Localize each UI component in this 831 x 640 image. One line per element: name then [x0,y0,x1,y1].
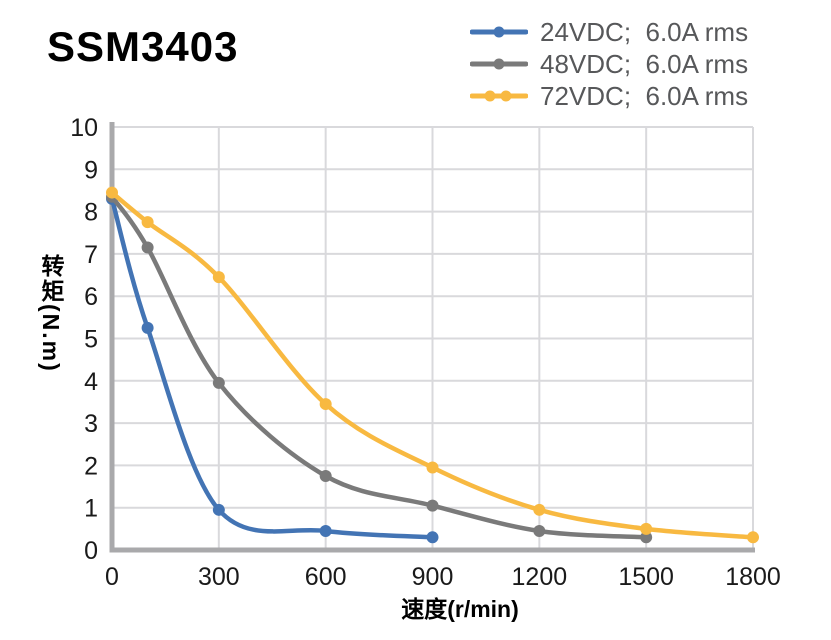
legend-item-48vdc: 48VDC; 6.0A rms [470,48,748,80]
legend-label-72vdc: 72VDC; 6.0A rms [540,80,749,111]
x-tick-label: 600 [305,563,347,591]
x-tick-label: 0 [105,563,119,591]
legend-item-72vdc: 72VDC; 6.0A rms [470,80,748,112]
data-point-marker [212,503,225,516]
legend-label-24vdc: 24VDC; 6.0A rms [540,16,749,47]
data-point-marker [319,398,332,411]
legend: 24VDC; 6.0A rms 48VDC; 6.0A rms 72VDC; 6… [470,16,748,112]
data-point-marker [141,321,154,334]
data-point-marker [106,186,118,199]
page-title: SSM3403 [47,23,239,70]
x-tick-label: 1200 [512,563,568,591]
y-tick-label: 6 [84,283,98,311]
y-tick-label: 4 [84,368,98,396]
x-tick-label: 1500 [618,563,674,591]
legend-label-48vdc: 48VDC; 6.0A rms [540,48,749,79]
data-point-marker [426,531,439,544]
legend-line-double-dot-icon [470,90,528,102]
y-tick-label: 1 [84,495,98,523]
data-point-marker [426,461,439,474]
y-tick-label: 5 [84,326,98,354]
legend-line-dot-icon [470,58,528,70]
y-tick-label: 10 [70,114,98,142]
data-point-marker [319,469,332,482]
legend-dot [500,90,512,102]
data-point-marker [141,241,154,254]
data-point-marker [533,503,546,516]
y-tick-label: 8 [84,199,98,227]
data-point-marker [426,499,439,512]
data-point-marker [212,271,225,284]
data-point-marker [212,376,225,389]
x-tick-label: 300 [198,563,240,591]
data-point-marker [640,522,653,535]
x-axis-label: 速度(r/min) [401,596,519,622]
data-point-marker [640,531,653,544]
y-tick-label: 0 [84,537,98,565]
y-tick-label: 2 [84,452,98,480]
x-tick-label: 900 [412,563,454,591]
x-tick-label: 1800 [725,563,781,591]
series-line [109,190,756,540]
series-line [109,194,649,540]
legend-line-dot-icon [470,26,528,38]
y-tick-label: 3 [84,410,98,438]
series-line [109,196,435,540]
y-tick-label: 7 [84,241,98,269]
legend-item-24vdc: 24VDC; 6.0A rms [470,16,748,48]
y-axis-label: 转矩(N.m) [38,254,64,373]
data-point-marker [747,531,759,544]
y-tick-label: 9 [84,156,98,184]
data-point-marker [319,524,332,537]
data-point-marker [533,524,546,537]
data-point-marker [141,216,154,229]
